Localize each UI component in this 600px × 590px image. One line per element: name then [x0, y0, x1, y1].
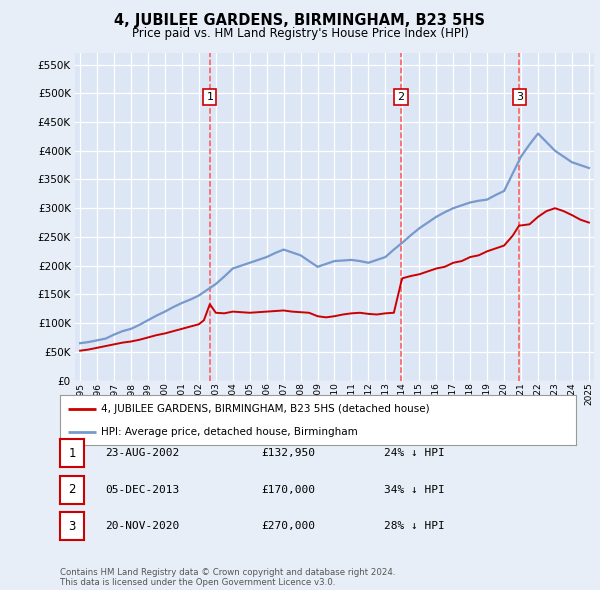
- Text: 3: 3: [68, 520, 76, 533]
- Text: 05-DEC-2013: 05-DEC-2013: [105, 485, 179, 494]
- Text: 1: 1: [206, 92, 214, 102]
- Text: £170,000: £170,000: [261, 485, 315, 494]
- Text: Contains HM Land Registry data © Crown copyright and database right 2024.
This d: Contains HM Land Registry data © Crown c…: [60, 568, 395, 587]
- Text: £132,950: £132,950: [261, 448, 315, 458]
- Text: HPI: Average price, detached house, Birmingham: HPI: Average price, detached house, Birm…: [101, 427, 358, 437]
- Text: 34% ↓ HPI: 34% ↓ HPI: [384, 485, 445, 494]
- Text: 28% ↓ HPI: 28% ↓ HPI: [384, 522, 445, 531]
- Text: 4, JUBILEE GARDENS, BIRMINGHAM, B23 5HS: 4, JUBILEE GARDENS, BIRMINGHAM, B23 5HS: [115, 13, 485, 28]
- Text: Price paid vs. HM Land Registry's House Price Index (HPI): Price paid vs. HM Land Registry's House …: [131, 27, 469, 40]
- Text: 20-NOV-2020: 20-NOV-2020: [105, 522, 179, 531]
- Text: £270,000: £270,000: [261, 522, 315, 531]
- Text: 24% ↓ HPI: 24% ↓ HPI: [384, 448, 445, 458]
- Text: 23-AUG-2002: 23-AUG-2002: [105, 448, 179, 458]
- Text: 4, JUBILEE GARDENS, BIRMINGHAM, B23 5HS (detached house): 4, JUBILEE GARDENS, BIRMINGHAM, B23 5HS …: [101, 404, 430, 414]
- Text: 3: 3: [516, 92, 523, 102]
- Text: 2: 2: [68, 483, 76, 496]
- Text: 2: 2: [397, 92, 404, 102]
- Text: 1: 1: [68, 447, 76, 460]
